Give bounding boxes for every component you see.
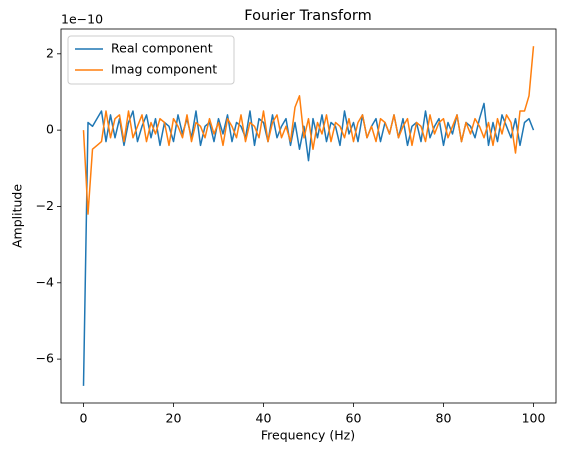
x-tick-label: 80 [436, 411, 452, 426]
y-tick-label: −2 [36, 198, 54, 213]
plot-frame [60, 28, 557, 404]
data-line [82, 46, 535, 215]
y-tick-label: 0 [46, 122, 54, 137]
y-tick-label: −4 [36, 274, 54, 289]
legend-label: Imag component [111, 62, 217, 77]
chart-title: Fourier Transform [244, 8, 372, 24]
x-tick-label: 40 [256, 411, 272, 426]
legend-box [67, 35, 235, 85]
x-tick-label: 20 [166, 411, 182, 426]
y-axis-label: Amplitude [10, 184, 25, 248]
legend-label: Real component [111, 41, 213, 56]
y-tick-label: 2 [46, 45, 54, 60]
data-line [82, 102, 535, 386]
y-offset-label: 1e−10 [61, 12, 103, 27]
x-axis-label: Frequency (Hz) [261, 428, 355, 443]
x-tick-label: 60 [346, 411, 362, 426]
x-tick-label: 100 [522, 411, 546, 426]
y-tick-label: −6 [36, 351, 54, 366]
x-tick-label: 0 [80, 411, 88, 426]
